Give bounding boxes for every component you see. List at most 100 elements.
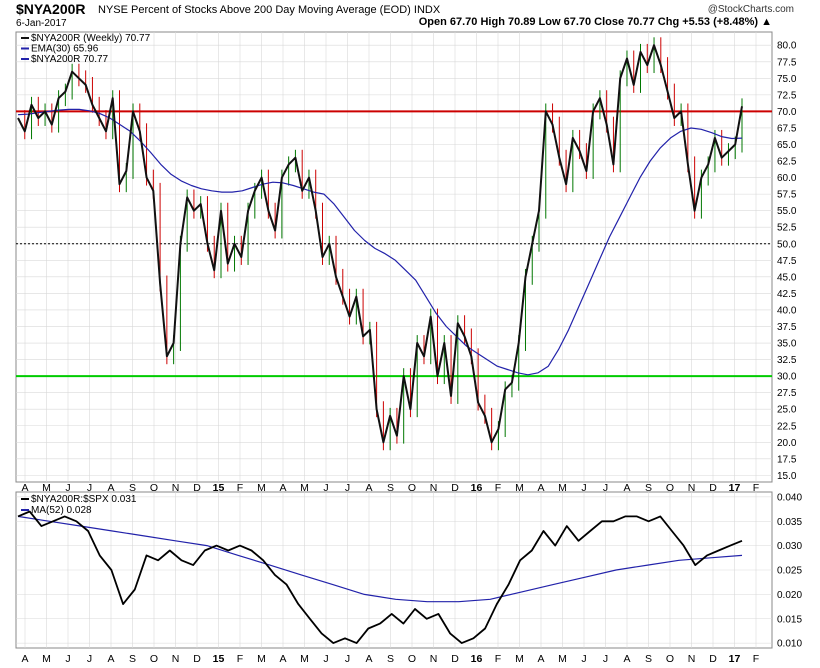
ratio-legend-entry: $NYA200R:$SPX 0.031 [31, 494, 137, 505]
main-panel-x-tick-label: O [408, 482, 416, 494]
main-panel-x-tick-label: A [623, 482, 630, 494]
ratio-panel-x-tick-label: J [87, 653, 92, 665]
legend-entry: $NYA200R (Weekly) 70.77 [31, 33, 151, 44]
ratio-panel-x-tick-label: S [645, 653, 652, 665]
ratio-panel-x-tick-label: M [558, 653, 567, 665]
symbol-description: NYSE Percent of Stocks Above 200 Day Mov… [98, 4, 441, 16]
ratio-panel-x-tick-label: F [495, 653, 501, 665]
main-panel-y-tick-label: 47.5 [777, 256, 797, 267]
main-panel-x-tick-label: O [666, 482, 674, 494]
main-panel-y-tick-label: 57.5 [777, 190, 797, 201]
ratio-panel-y-tick-label: 0.010 [777, 639, 802, 650]
main-panel-y-tick-label: 40.0 [777, 305, 797, 316]
main-panel-y-tick-label: 45.0 [777, 272, 797, 283]
main-panel-x-tick-label: A [21, 482, 28, 494]
ratio-panel-x-tick-label: D [709, 653, 717, 665]
ratio-panel-x-tick-label: 16 [471, 653, 483, 665]
ratio-panel-y-tick-label: 0.040 [777, 492, 802, 503]
main-panel-y-tick-label: 27.5 [777, 388, 797, 399]
main-panel-frame [15, 31, 773, 483]
ratio-panel-x-tick-label: F [753, 653, 759, 665]
main-panel-x-tick-label: D [451, 482, 459, 494]
main-panel-x-tick-label: J [65, 482, 70, 494]
ratio-panel-x-tick-label: M [515, 653, 524, 665]
main-panel-x-tick-label: F [495, 482, 501, 494]
ohlc-readout: Open 67.70 High 70.89 Low 67.70 Close 70… [418, 16, 772, 28]
main-panel-y-tick-label: 15.0 [777, 471, 797, 482]
ratio-panel-x-tick-label: N [172, 653, 180, 665]
main-panel-x-tick-label: F [237, 482, 243, 494]
ratio-panel-x-tick-label: A [107, 653, 114, 665]
main-panel-x-tick-label: 16 [471, 482, 483, 494]
chart-header: $NYA200R NYSE Percent of Stocks Above 20… [0, 0, 820, 32]
main-panel-x-tick-label: M [515, 482, 524, 494]
ratio-panel-x-tick-label: J [603, 653, 608, 665]
main-panel-x-tick-label: J [581, 482, 586, 494]
main-panel-x-tick-label: S [645, 482, 652, 494]
main-panel-y-tick-label: 30.0 [777, 372, 797, 383]
ema30-line [17, 108, 743, 376]
main-panel-y-tick-label: 65.0 [777, 140, 797, 151]
main-panel-y-tick-label: 52.5 [777, 223, 797, 234]
legend-swatch [21, 47, 29, 50]
legend-swatch [21, 58, 29, 60]
main-panel-x-tick-label: M [257, 482, 266, 494]
ratio-panel-x-tick-label: N [430, 653, 438, 665]
main-panel-x-tick-label: J [345, 482, 350, 494]
price-line [17, 44, 743, 444]
main-panel-x-tick-label: A [279, 482, 286, 494]
main-panel-x-tick-label: N [430, 482, 438, 494]
main-panel-y-tick-label: 70.0 [777, 107, 797, 118]
main-panel-x-tick-label: A [365, 482, 372, 494]
ratio-panel-x-tick-label: A [537, 653, 544, 665]
main-panel-y-tick-label: 75.0 [777, 74, 797, 85]
ratio-panel-x-tick-label: A [279, 653, 286, 665]
symbol-title: $NYA200R [16, 1, 86, 17]
date-label: 6-Jan-2017 [16, 18, 67, 29]
ratio-panel-y-tick-label: 0.020 [777, 590, 802, 601]
main-panel-y-tick-label: 32.5 [777, 355, 797, 366]
ratio-panel-x-tick-label: N [688, 653, 696, 665]
main-panel-y-tick-label: 55.0 [777, 206, 797, 217]
main-panel-y-tick-label: 20.0 [777, 438, 797, 449]
ratio-panel-x-tick-label: O [408, 653, 416, 665]
main-panel-y-tick-label: 42.5 [777, 289, 797, 300]
copyright-text: @StockCharts.com [707, 4, 794, 15]
main-panel-x-tick-label: S [387, 482, 394, 494]
main-panel-x-tick-label: 15 [213, 482, 225, 494]
legend-swatch [21, 37, 29, 39]
main-panel-y-tick-label: 72.5 [777, 90, 797, 101]
ratio-panel-x-tick-label: J [581, 653, 586, 665]
ratio-panel-y-tick-label: 0.025 [777, 566, 802, 577]
ratio-line [17, 510, 743, 644]
ratio-ma-line [17, 515, 743, 603]
ratio-panel-y-tick-label: 0.015 [777, 614, 802, 625]
main-panel-y-tick-label: 37.5 [777, 322, 797, 333]
ratio-panel-x-tick-label: M [257, 653, 266, 665]
ratio-panel-x-tick-label: O [666, 653, 674, 665]
main-panel-x-tick-label: J [87, 482, 92, 494]
ratio-panel-x-tick-label: D [451, 653, 459, 665]
ratio-panel-x-tick-label: F [237, 653, 243, 665]
main-panel-x-tick-label: F [753, 482, 759, 494]
main-panel-y-tick-label: 62.5 [777, 157, 797, 168]
ratio-panel-x-tick-label: M [300, 653, 309, 665]
main-panel-y-tick-label: 80.0 [777, 41, 797, 52]
main-panel-x-tick-label: M [558, 482, 567, 494]
main-panel-x-tick-label: M [300, 482, 309, 494]
main-panel-x-tick-label: A [537, 482, 544, 494]
main-panel-y-tick-label: 67.5 [777, 123, 797, 134]
ratio-panel-y-tick-label: 0.035 [777, 517, 802, 528]
main-panel-x-tick-label: A [107, 482, 114, 494]
main-panel-y-tick-label: 22.5 [777, 421, 797, 432]
main-panel-x-tick-label: M [42, 482, 51, 494]
main-panel-x-tick-label: J [603, 482, 608, 494]
main-panel-y-tick-label: 77.5 [777, 57, 797, 68]
ratio-panel-x-tick-label: S [387, 653, 394, 665]
ratio-panel-x-tick-label: J [65, 653, 70, 665]
main-panel-y-tick-label: 50.0 [777, 239, 797, 250]
main-panel-x-tick-label: N [688, 482, 696, 494]
main-panel-x-tick-label: D [193, 482, 201, 494]
ratio-panel-x-tick-label: O [150, 653, 158, 665]
